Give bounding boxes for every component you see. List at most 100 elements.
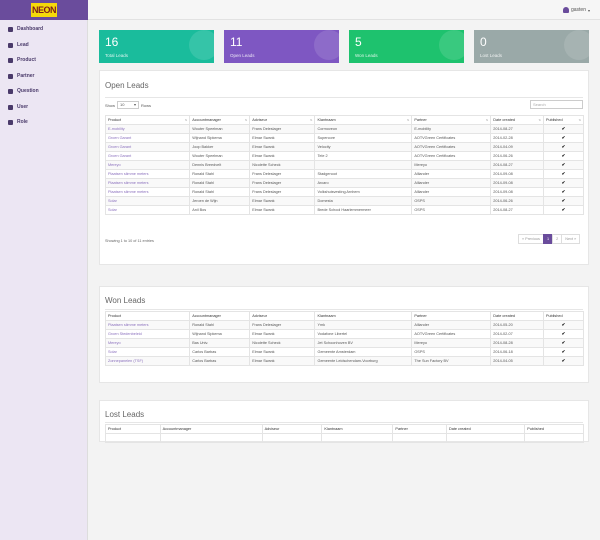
sidebar-item-label: Product bbox=[17, 57, 36, 63]
column-header[interactable]: Published bbox=[542, 311, 585, 321]
table-cell: Frans Deleslager bbox=[249, 124, 316, 134]
column-header-label: Published bbox=[527, 427, 544, 431]
stat-decoration bbox=[439, 30, 464, 60]
column-header-label: Klantnaam bbox=[324, 427, 343, 431]
table-row: Solar Jeroen de Wijn Elmar Swank Domesta OSP… bbox=[104, 196, 585, 206]
sidebar-item-product[interactable]: Product bbox=[0, 53, 88, 69]
column-header[interactable]: Date created bbox=[490, 311, 544, 321]
product-link[interactable]: Groen Stedenbeleid bbox=[104, 329, 191, 339]
stat-card-won-leads[interactable]: 5 Won Leads bbox=[349, 30, 464, 63]
column-header[interactable]: Date created ⇅ bbox=[490, 115, 544, 125]
column-header[interactable]: Klantnaam ⇅ bbox=[314, 115, 413, 125]
table-cell: Elmar Swank bbox=[249, 196, 316, 206]
table-cell: Mereyo bbox=[411, 338, 492, 348]
table-cell: Joop Bakker bbox=[189, 142, 251, 152]
product-link[interactable]: Solar bbox=[104, 196, 191, 206]
product-link[interactable]: E-mobility bbox=[104, 124, 191, 134]
open-leads-panel: Open Leads Show 10 Rows Search Product ⇅ A… bbox=[99, 70, 589, 265]
product-link[interactable]: Plaatsen slimme meters bbox=[104, 320, 191, 330]
user-menu[interactable]: gasten ▾ bbox=[562, 6, 590, 14]
column-header[interactable]: Accountmanager ⇅ bbox=[189, 115, 251, 125]
sidebar-item-dashboard[interactable]: Dashboard bbox=[0, 22, 88, 38]
column-header-label: Accountmanager bbox=[192, 118, 221, 122]
column-header[interactable]: Adviseur ⇅ bbox=[249, 115, 316, 125]
table-cell: Elmar Swank bbox=[249, 347, 316, 357]
published-check-icon: ✔ bbox=[542, 142, 585, 152]
table-cell: Elmar Swank bbox=[249, 142, 316, 152]
table-row: Groen Garant Joop Bakker Elmar Swank Veloci… bbox=[104, 142, 585, 152]
column-header[interactable]: Klantnaam bbox=[314, 311, 413, 321]
table-cell: 2014-08-27 bbox=[490, 205, 544, 215]
table-cell: Arcaro bbox=[314, 178, 413, 188]
product-link[interactable]: Mereyo bbox=[104, 160, 191, 170]
table-cell: Alliander bbox=[411, 320, 492, 330]
column-header[interactable]: Partner bbox=[392, 424, 447, 434]
product-link[interactable]: Solar bbox=[104, 347, 191, 357]
page-length-select[interactable]: 10 bbox=[117, 101, 140, 109]
user-name: gasten bbox=[570, 7, 586, 13]
sidebar-nav: Dashboard Lead Product Partner Question User R… bbox=[0, 22, 88, 131]
product-link[interactable]: Plaatsen slimme meters bbox=[104, 169, 191, 179]
stat-card-lost-leads[interactable]: 0 Lost Leads bbox=[474, 30, 589, 63]
column-header[interactable]: Partner ⇅ bbox=[411, 115, 492, 125]
pagination-next[interactable]: Next » bbox=[561, 234, 581, 244]
column-header-label: Date created bbox=[493, 314, 516, 318]
column-header[interactable]: Adviseur bbox=[249, 311, 316, 321]
sidebar-item-label: Lead bbox=[17, 41, 29, 48]
column-header[interactable]: Published ⇅ bbox=[542, 115, 585, 125]
product-link[interactable]: Groen Garant bbox=[104, 151, 191, 161]
product-link[interactable]: Plaatsen slimme meters bbox=[104, 178, 191, 188]
published-check-icon: ✔ bbox=[542, 124, 585, 134]
sidebar: NEON Dashboard Lead Product Partner Question… bbox=[0, 0, 88, 540]
table-cell: Gemeente Leidschendam-Voorburg bbox=[314, 356, 413, 366]
product-link[interactable]: Solar bbox=[104, 205, 191, 215]
column-header-label: Adviseur bbox=[252, 314, 267, 318]
pagination: « Previous 1 2 Next » bbox=[518, 234, 581, 244]
column-header[interactable]: Product ⇅ bbox=[104, 115, 191, 125]
table-cell bbox=[261, 433, 323, 443]
sort-icon: ⇅ bbox=[485, 118, 489, 122]
show-label: Show bbox=[105, 102, 116, 108]
table-cell: 2014-06-26 bbox=[490, 196, 544, 206]
product-link[interactable]: Groen Garant bbox=[104, 133, 191, 143]
sidebar-item-role[interactable]: Role bbox=[0, 115, 88, 131]
product-link[interactable]: Zonnepanelen (TSF) bbox=[104, 356, 191, 366]
column-header[interactable]: Adviseur bbox=[261, 424, 323, 434]
column-header[interactable]: Klantnaam bbox=[321, 424, 394, 434]
table-cell: Mereyo bbox=[411, 160, 492, 170]
column-header[interactable]: Product bbox=[104, 311, 191, 321]
column-header[interactable]: Date created bbox=[445, 424, 526, 434]
neon-logo[interactable]: NEON bbox=[31, 3, 57, 17]
table-cell: Elmar Swank bbox=[249, 329, 316, 339]
header-row: Product ⇅ Accountmanager ⇅ Adviseur ⇅ Klantnaa… bbox=[104, 115, 585, 125]
sidebar-item-question[interactable]: Question bbox=[0, 84, 88, 100]
sidebar-item-lead[interactable]: Lead bbox=[0, 38, 88, 54]
column-header[interactable]: Product bbox=[105, 424, 161, 434]
column-header[interactable]: Published bbox=[524, 424, 584, 434]
column-header-label: Adviseur bbox=[264, 427, 280, 431]
product-link[interactable]: Plaatsen slimme meters bbox=[104, 187, 191, 197]
column-header[interactable]: Partner bbox=[411, 311, 492, 321]
open-leads-table: Product ⇅ Accountmanager ⇅ Adviseur ⇅ Klantnaa… bbox=[104, 115, 585, 215]
pagination-previous[interactable]: « Previous bbox=[518, 234, 544, 244]
published-check-icon: ✔ bbox=[542, 356, 585, 366]
column-header[interactable]: Accountmanager bbox=[159, 424, 263, 434]
sidebar-item-user[interactable]: User bbox=[0, 100, 88, 116]
table-cell bbox=[159, 433, 263, 443]
sidebar-item-partner[interactable]: Partner bbox=[0, 69, 88, 85]
table-cell: AOTVGreen Certificates bbox=[411, 151, 492, 161]
table-cell: Elmar Swank bbox=[249, 151, 316, 161]
table-cell bbox=[321, 433, 394, 443]
product-link[interactable]: Groen Garant bbox=[104, 142, 191, 152]
product-link[interactable]: Mereyo bbox=[104, 338, 191, 348]
table-cell: Ymk bbox=[314, 320, 413, 330]
table-cell: Elmar Swank bbox=[249, 205, 316, 215]
stat-card-open-leads[interactable]: 11 Open Leads bbox=[224, 30, 339, 63]
column-header[interactable]: Accountmanager bbox=[189, 311, 251, 321]
table-cell: Wouter Speelman bbox=[189, 151, 251, 161]
logo-bar: NEON bbox=[0, 0, 88, 20]
table-cell: Alliander bbox=[411, 169, 492, 179]
search-input[interactable]: Search bbox=[530, 100, 583, 109]
lost-leads-title: Lost Leads bbox=[105, 410, 145, 419]
stat-card-total-leads[interactable]: 16 Total Leads bbox=[99, 30, 214, 63]
